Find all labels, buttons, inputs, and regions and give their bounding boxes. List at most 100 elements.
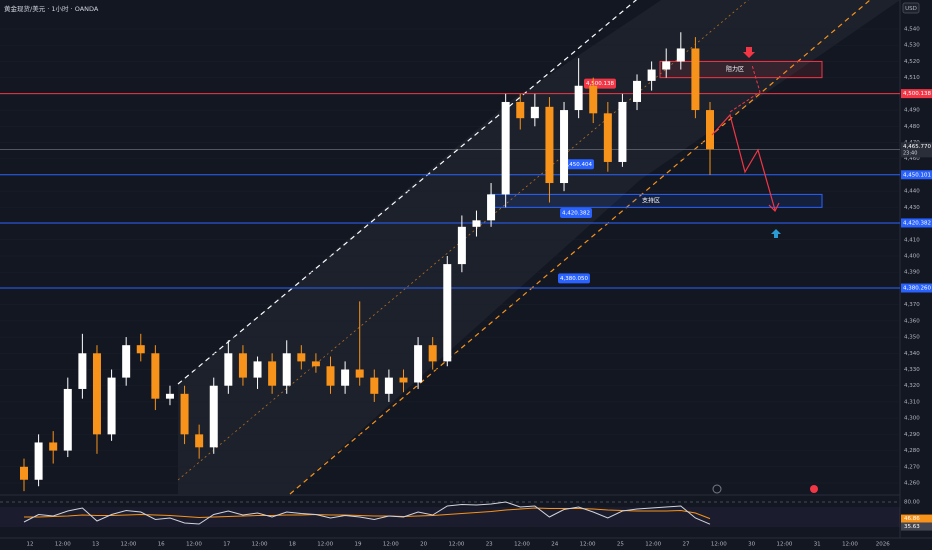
rsi-tag: 35.63 xyxy=(904,524,920,530)
x-tick-label: 24 xyxy=(551,542,558,548)
last-price-label: 4,465.770 xyxy=(903,144,931,150)
zone-label: 支持区 xyxy=(642,196,660,204)
x-tick-label: 19 xyxy=(355,542,362,548)
candle-body xyxy=(209,385,218,448)
y-tick-label: 4,260 xyxy=(904,481,920,487)
currency: USD xyxy=(905,6,917,12)
currency-box xyxy=(902,2,920,14)
y-tick-label: 4,460 xyxy=(904,156,920,162)
y-tick-label: 4,280 xyxy=(904,448,920,454)
candle-body xyxy=(92,353,101,435)
x-tick-label: 17 xyxy=(223,542,230,548)
down-arrow-icon xyxy=(743,47,755,58)
candle-body xyxy=(355,369,364,378)
x-tick-label: 12:00 xyxy=(580,542,596,548)
candle-body xyxy=(574,85,583,111)
x-tick-label: 12:00 xyxy=(776,542,792,548)
x-tick-label: 23 xyxy=(486,542,493,548)
channel-mid xyxy=(177,0,749,481)
last-price-bg xyxy=(901,142,932,158)
candle-body xyxy=(224,353,233,386)
rsi-tag-bg xyxy=(901,522,932,531)
countdown: 23:40 xyxy=(903,150,917,156)
price-tag-bg xyxy=(901,283,932,293)
rsi-tick-label: 80.00 xyxy=(904,500,920,506)
y-tick-label: 4,540 xyxy=(904,27,920,33)
y-tick-label: 4,340 xyxy=(904,351,920,357)
candle-body xyxy=(107,377,116,435)
candle-body xyxy=(326,366,335,386)
chart-tag: 4,420.382 xyxy=(562,210,590,216)
y-tick-label: 4,410 xyxy=(904,237,920,243)
x-tick-label: 16 xyxy=(158,542,165,548)
candle-body xyxy=(34,442,43,480)
candle-body xyxy=(136,345,145,354)
candle-body xyxy=(268,361,277,386)
zone xyxy=(659,60,823,79)
x-tick-label: 12:00 xyxy=(383,542,399,548)
y-tick-label: 4,350 xyxy=(904,335,920,341)
candle-body xyxy=(545,106,554,184)
candle-body xyxy=(341,369,350,386)
price-tag-bg xyxy=(901,170,932,180)
y-tick-label: 4,530 xyxy=(904,43,920,49)
x-tick-label: 12:00 xyxy=(448,542,464,548)
candle-body xyxy=(530,106,539,119)
price-tag: 4,420.382 xyxy=(903,220,931,226)
projection-arrowhead xyxy=(768,202,780,213)
price-tag-bg xyxy=(901,218,932,228)
x-tick-label: 13 xyxy=(92,542,99,548)
candle-body xyxy=(501,101,510,195)
candle-body xyxy=(662,61,671,70)
x-tick-label: 31 xyxy=(814,542,821,548)
candle-body xyxy=(49,442,58,451)
channel-lower xyxy=(289,0,871,495)
projection-alt xyxy=(729,64,761,113)
chart-tag: 4,380.050 xyxy=(560,276,588,282)
x-tick-label: 25 xyxy=(617,542,624,548)
x-tick-label: 27 xyxy=(683,542,690,548)
candle-body xyxy=(253,361,262,378)
candle-body xyxy=(633,80,642,102)
candle-body xyxy=(428,345,437,362)
candle-body xyxy=(63,388,72,451)
candle-body xyxy=(311,361,320,367)
candle-body xyxy=(487,194,496,221)
x-tick-label: 30 xyxy=(748,542,755,548)
y-tick-label: 4,510 xyxy=(904,75,920,81)
projection-path xyxy=(711,113,776,211)
price-tag: 4,450.101 xyxy=(903,172,931,178)
x-tick-label: 12:00 xyxy=(120,542,136,548)
x-tick-label: 12:00 xyxy=(711,542,727,548)
candle-body xyxy=(238,353,247,378)
candle-body xyxy=(195,434,204,448)
y-tick-label: 4,370 xyxy=(904,302,920,308)
candle-body xyxy=(589,85,598,114)
candle-body xyxy=(691,48,700,111)
y-tick-label: 4,290 xyxy=(904,432,920,438)
candle-body xyxy=(151,353,160,399)
y-tick-label: 4,490 xyxy=(904,108,920,114)
y-tick-label: 4,300 xyxy=(904,416,920,422)
x-tick-label: 12:00 xyxy=(55,542,71,548)
chart-tag-bg xyxy=(560,207,592,218)
x-tick-label: 12 xyxy=(27,542,34,548)
candle-body xyxy=(443,264,452,362)
candle-body xyxy=(20,466,28,480)
y-tick-label: 4,520 xyxy=(904,59,920,65)
chart-tag: 4,450.404 xyxy=(564,162,592,168)
candle-body xyxy=(78,353,87,389)
event-icon xyxy=(810,485,818,493)
x-tick-label: 12:00 xyxy=(645,542,661,548)
candle-body xyxy=(370,377,379,394)
event-icon xyxy=(712,484,722,494)
candle-body xyxy=(676,48,685,62)
x-tick-label: 20 xyxy=(420,542,427,548)
y-tick-label: 4,360 xyxy=(904,318,920,324)
y-tick-label: 4,310 xyxy=(904,399,920,405)
rsi-band xyxy=(0,507,900,527)
y-tick-label: 4,440 xyxy=(904,189,920,195)
candle-body xyxy=(282,353,291,386)
candle-body xyxy=(560,110,569,184)
